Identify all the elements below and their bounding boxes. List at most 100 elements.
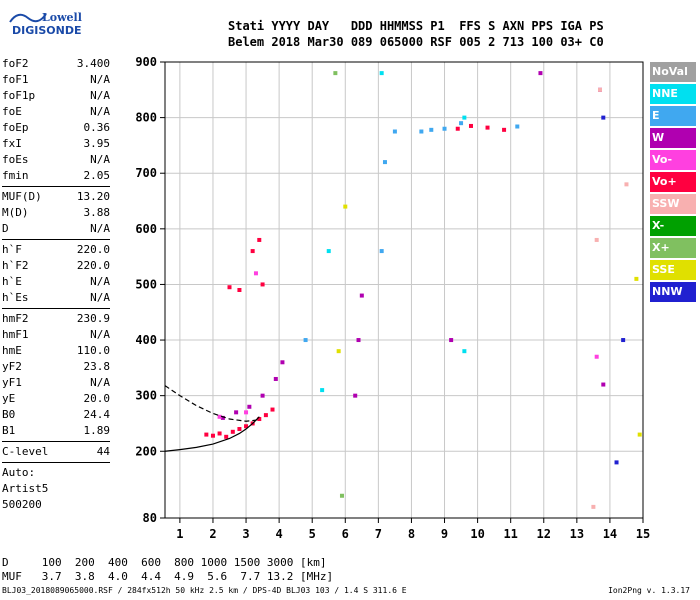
param-name: C-level: [2, 445, 49, 458]
x-tick-label: 2: [209, 527, 216, 541]
data-point: [594, 237, 599, 242]
data-point: [260, 282, 265, 287]
x-tick-label: 7: [375, 527, 382, 541]
param-name: foF2: [2, 57, 29, 70]
data-point: [392, 129, 397, 134]
param-row: foF2 3.400: [2, 56, 110, 72]
param-row: yF2 23.8: [2, 359, 110, 375]
chart-legend: NoVal NNE E W Vo- Vo+ SSW X- X+ SSE NNW: [650, 62, 696, 304]
data-point: [515, 124, 520, 129]
y-tick-label: 800: [135, 111, 157, 125]
param-value: N/A: [90, 89, 110, 102]
legend-item: SSE: [650, 260, 696, 280]
param-row: yE 20.0: [2, 391, 110, 407]
data-point: [594, 354, 599, 359]
data-point: [336, 349, 341, 354]
legend-item: X+: [650, 238, 696, 258]
param-value: 23.8: [83, 360, 111, 373]
param-value: 3.400: [76, 57, 110, 70]
data-point: [637, 432, 642, 437]
data-point: [343, 204, 348, 209]
chart-grid: [165, 61, 644, 519]
header-line-1: Stati YYYY DAY DDD HHMMSS P1 FFS S AXN P…: [228, 19, 604, 33]
param-name: yF1: [2, 376, 22, 389]
software-version: Ion2Png v. 1.3.17: [608, 586, 690, 595]
param-name: B1: [2, 424, 16, 437]
distance-row: D 100 200 400 600 800 1000 1500 3000 [km…: [2, 556, 327, 569]
data-point: [624, 182, 629, 187]
data-point: [462, 115, 467, 120]
param-row: yF1 N/A: [2, 375, 110, 391]
param-row: D N/A: [2, 221, 110, 237]
param-row: hmE 110.0: [2, 343, 110, 359]
data-point: [257, 417, 262, 422]
param-row: C-level 44: [2, 444, 110, 460]
param-value: N/A: [90, 291, 110, 304]
param-value: 110.0: [76, 344, 110, 357]
param-value: N/A: [90, 153, 110, 166]
param-name: fmin: [2, 169, 29, 182]
param-name: B0: [2, 408, 16, 421]
data-point: [244, 424, 249, 429]
param-row: fxI 3.95: [2, 136, 110, 152]
data-point: [353, 393, 358, 398]
param-name: yE: [2, 392, 16, 405]
param-name: fxI: [2, 137, 22, 150]
data-point: [442, 126, 447, 131]
param-value: N/A: [90, 73, 110, 86]
separator: [2, 462, 110, 463]
muf-row: MUF 3.7 3.8 4.0 4.4 4.9 5.6 7.7 13.2 [MH…: [2, 570, 334, 583]
param-row: hmF1 N/A: [2, 327, 110, 343]
param-value: 2.05: [83, 169, 111, 182]
legend-item: Vo+: [650, 172, 696, 192]
param-group-5: C-level 44: [2, 444, 110, 460]
data-point: [485, 125, 490, 130]
param-row: h`Es N/A: [2, 290, 110, 306]
y-tick-label: 500: [135, 277, 157, 291]
data-point: [220, 415, 225, 420]
param-name: foEs: [2, 153, 29, 166]
data-point: [379, 71, 384, 76]
param-name: h`E: [2, 275, 22, 288]
data-point: [224, 434, 229, 439]
legend-item: E: [650, 106, 696, 126]
x-tick-label: 15: [636, 527, 650, 541]
param-value: N/A: [90, 222, 110, 235]
param-row: h`F2 220.0: [2, 258, 110, 274]
legend-item: NNW: [650, 282, 696, 302]
logo-wave-icon: [9, 13, 47, 23]
x-tick-label: 9: [441, 527, 448, 541]
param-row: M(D) 3.88: [2, 205, 110, 221]
x-tick-label: 4: [276, 527, 283, 541]
param-row: fmin 2.05: [2, 168, 110, 184]
param-value: N/A: [90, 328, 110, 341]
data-point: [230, 429, 235, 434]
data-point: [234, 410, 239, 415]
data-point: [333, 71, 338, 76]
data-point: [459, 121, 464, 126]
param-name: D: [2, 222, 9, 235]
data-point: [502, 127, 507, 132]
legend-item: X-: [650, 216, 696, 236]
legend-item: Vo-: [650, 150, 696, 170]
x-tick-label: 1: [176, 527, 183, 541]
lowell-digisonde-logo: Lowell DIGISONDE: [6, 8, 82, 48]
param-row: h`E N/A: [2, 274, 110, 290]
data-point: [597, 87, 602, 92]
chart-marks: [204, 71, 642, 509]
x-tick-label: 3: [242, 527, 249, 541]
data-point: [237, 288, 242, 292]
autoscaling-label: Auto:: [2, 466, 36, 479]
data-point: [204, 432, 209, 437]
data-point: [419, 129, 424, 134]
y-tick-label: 200: [135, 444, 157, 458]
param-name: foEp: [2, 121, 29, 134]
param-value: 220.0: [76, 243, 110, 256]
data-point: [210, 433, 215, 438]
param-value: 1.89: [83, 424, 111, 437]
param-group-3: h`F 220.0 h`F2 220.0 h`E N/A h`Es N/A: [2, 242, 110, 306]
param-row: foEs N/A: [2, 152, 110, 168]
param-value: 0.36: [83, 121, 111, 134]
param-name: foF1: [2, 73, 29, 86]
